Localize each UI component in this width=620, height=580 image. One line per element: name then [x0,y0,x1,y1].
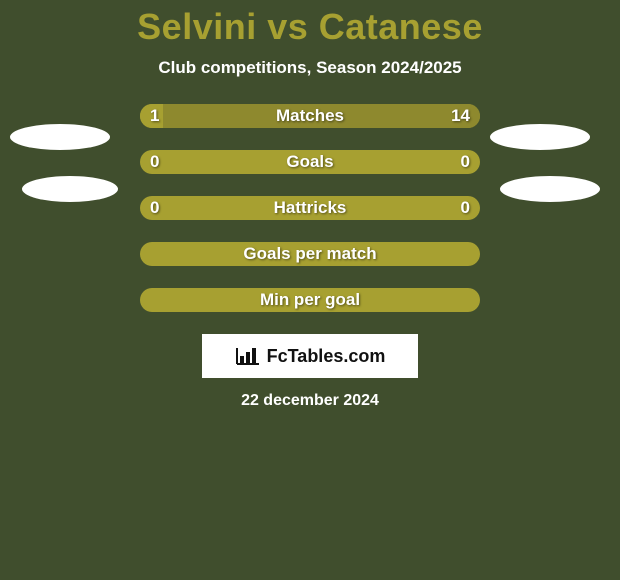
logo-text: FcTables.com [267,346,386,367]
stat-bar-right [163,104,480,128]
bar-chart-icon [235,346,261,366]
decorative-ellipse [10,124,110,150]
stat-row: Goals per match [0,242,620,266]
stat-row: Goals00 [0,150,620,174]
decorative-ellipse [500,176,600,202]
site-logo: FcTables.com [202,334,418,378]
page-title: Selvini vs Catanese [0,6,620,48]
decorative-ellipse [490,124,590,150]
decorative-ellipse [22,176,118,202]
stat-bar [140,150,480,174]
stat-bar [140,104,480,128]
stat-bar [140,288,480,312]
page-root: Selvini vs Catanese Club competitions, S… [0,0,620,580]
stat-row: Min per goal [0,288,620,312]
date-stamp: 22 december 2024 [0,392,620,410]
page-subtitle: Club competitions, Season 2024/2025 [0,58,620,78]
stat-bar-left [140,104,163,128]
stat-bar [140,242,480,266]
stat-bar [140,196,480,220]
